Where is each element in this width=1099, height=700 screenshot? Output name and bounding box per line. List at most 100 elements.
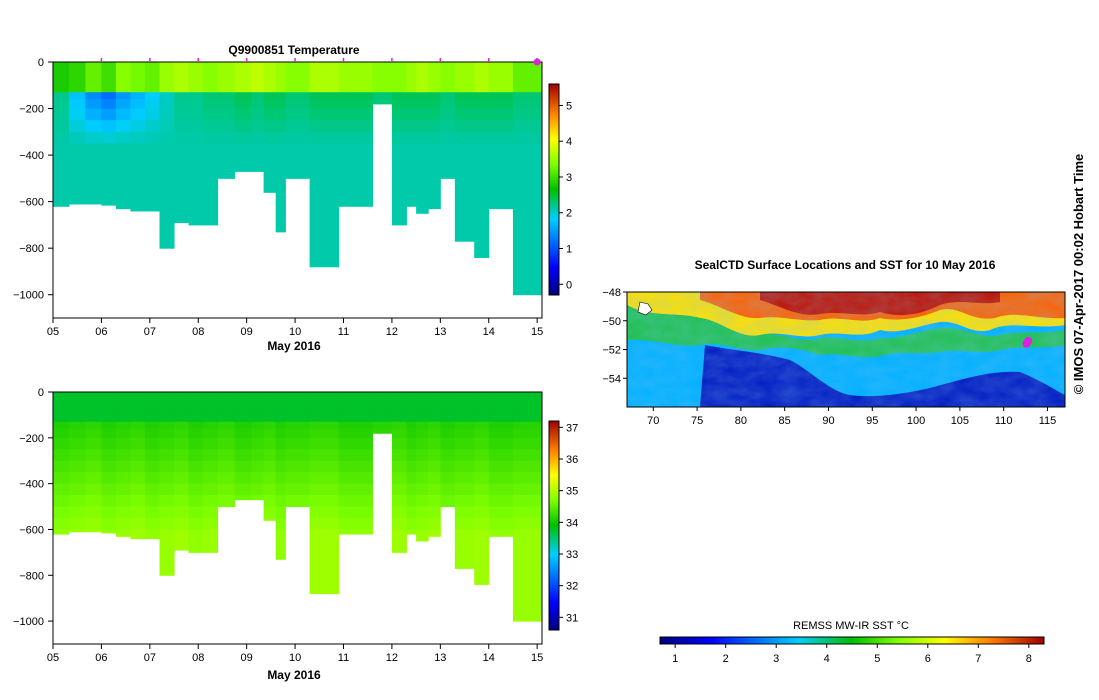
- salinity-cell: [428, 472, 441, 485]
- salinity-cell: [251, 392, 265, 416]
- salinity-cell: [174, 495, 190, 508]
- x-tick-label: 08: [192, 652, 204, 664]
- temperature-cell: [251, 155, 265, 168]
- salinity-cell: [454, 392, 475, 416]
- salinity-cell: [338, 529, 374, 535]
- salinity-cell: [68, 392, 86, 416]
- temperature-cell: [512, 155, 542, 168]
- salinity-cell: [159, 495, 175, 508]
- salinity-cell: [275, 414, 286, 423]
- temperature-cell: [263, 178, 277, 191]
- temperature-cell: [68, 143, 86, 156]
- temperature-cell: [85, 120, 102, 133]
- salinity-cell: [68, 428, 86, 439]
- temperature-cell: [174, 99, 190, 110]
- temperature-cell: [251, 85, 265, 93]
- sst-colorbar-tick-label: 7: [975, 653, 981, 665]
- salinity-cell: [101, 428, 117, 439]
- temperature-cell: [251, 92, 265, 100]
- temperature-cell: [512, 85, 542, 93]
- temperature-cell: [203, 201, 219, 214]
- salinity-cell: [144, 483, 161, 496]
- x-tick-label: 07: [144, 652, 156, 664]
- salinity-cell: [428, 495, 441, 508]
- salinity-cell: [406, 460, 417, 473]
- salinity-cell: [174, 414, 190, 423]
- salinity-cell: [130, 414, 146, 423]
- temperature-cell: [488, 108, 514, 121]
- salinity-cell: [416, 449, 429, 462]
- temperature-cell: [263, 120, 277, 133]
- temperature-cell: [309, 131, 340, 144]
- temperature-cell: [285, 143, 311, 156]
- temperature-cell: [130, 201, 146, 212]
- temperature-cell: [101, 85, 117, 93]
- temperature-cell: [101, 120, 117, 133]
- temperature-cell: [275, 213, 286, 226]
- temperature-cell: [188, 201, 204, 214]
- temperature-cell: [338, 108, 374, 121]
- temperature-cell: [144, 99, 161, 110]
- salinity-cell: [188, 421, 204, 430]
- temperature-cell: [53, 155, 70, 168]
- salinity-cell: [234, 392, 253, 416]
- salinity-cell: [115, 392, 131, 416]
- salinity-cell: [144, 472, 161, 485]
- temperature-cell: [488, 131, 514, 144]
- temperature-cell: [275, 155, 286, 168]
- salinity-cell: [68, 421, 86, 430]
- salinity-cell: [275, 495, 286, 508]
- temperature-cell: [512, 248, 542, 261]
- temperature-cell: [512, 271, 542, 284]
- salinity-cell: [188, 495, 204, 508]
- salinity-cell: [275, 540, 286, 553]
- salinity-cell: [512, 460, 542, 473]
- salinity-cell: [440, 460, 456, 473]
- salinity-cell: [53, 518, 70, 530]
- salinity-cell: [203, 529, 219, 542]
- temperature-cell: [488, 62, 514, 86]
- lon-tick-label: 100: [907, 415, 925, 427]
- salinity-plot-frame: [52, 391, 543, 645]
- temperature-cell: [512, 213, 542, 226]
- salinity-cell: [53, 392, 70, 416]
- salinity-colorbar: [548, 420, 560, 631]
- temperature-cell: [488, 201, 514, 210]
- temperature-cell: [188, 178, 204, 191]
- salinity-cell: [309, 414, 340, 423]
- temperature-cell: [428, 120, 441, 133]
- salinity-cell: [391, 449, 407, 462]
- salinity-cell: [474, 414, 490, 423]
- salinity-cell: [85, 472, 102, 485]
- temperature-cell: [68, 190, 86, 203]
- salinity-cell: [251, 472, 265, 485]
- temperature-cell: [53, 166, 70, 179]
- colorbar-tick-label: 4: [566, 136, 572, 148]
- temperature-cell: [234, 120, 253, 133]
- salinity-cell: [406, 421, 417, 430]
- temperature-cell: [474, 201, 490, 214]
- salinity-cell: [488, 529, 514, 537]
- temperature-cell: [68, 108, 86, 121]
- temperature-cell: [474, 224, 490, 238]
- temperature-cell: [144, 85, 161, 93]
- temperature-cell: [285, 92, 311, 100]
- temperature-cell: [309, 259, 340, 268]
- temperature-cell: [440, 99, 456, 110]
- temperature-cell: [115, 62, 131, 86]
- salinity-y-axis: 0 −200 −400 −600 −800 −1000: [13, 387, 53, 628]
- salinity-cell: [372, 414, 393, 423]
- salinity-cell: [512, 552, 542, 565]
- sst-field: [627, 292, 1065, 407]
- salinity-cell: [440, 392, 456, 416]
- temperature-cell: [130, 108, 146, 121]
- temperature-cell: [416, 99, 429, 110]
- salinity-cell: [234, 472, 253, 485]
- lon-tick-label: 95: [866, 415, 878, 427]
- temperature-cell: [115, 201, 131, 210]
- salinity-cell: [309, 575, 340, 588]
- temperature-cell: [188, 131, 204, 144]
- temperature-cell: [512, 201, 542, 214]
- temperature-cell: [275, 85, 286, 93]
- y-tick-label: −1000: [13, 290, 44, 302]
